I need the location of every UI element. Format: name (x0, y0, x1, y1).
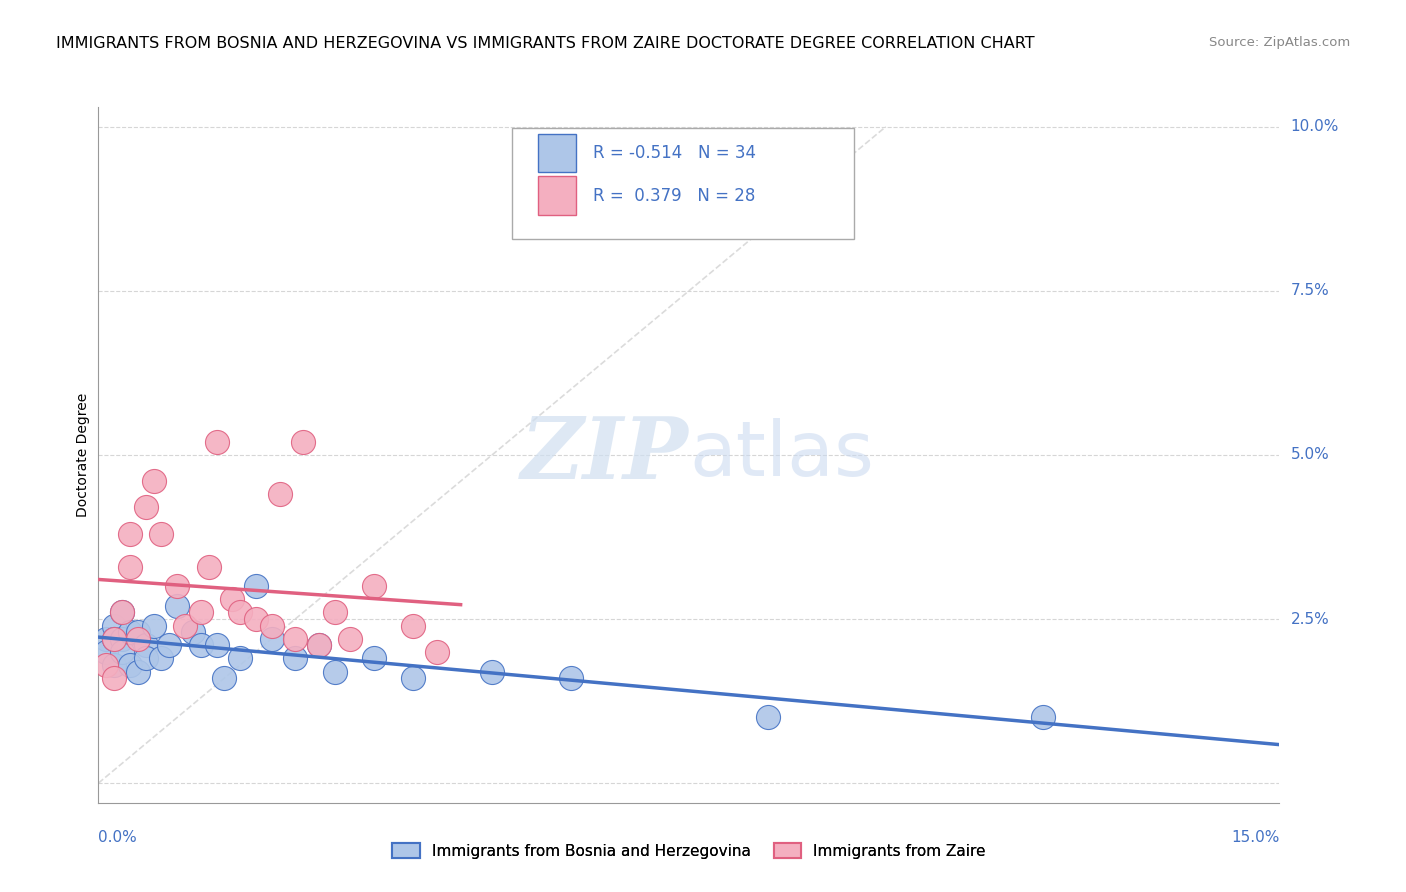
Text: IMMIGRANTS FROM BOSNIA AND HERZEGOVINA VS IMMIGRANTS FROM ZAIRE DOCTORATE DEGREE: IMMIGRANTS FROM BOSNIA AND HERZEGOVINA V… (56, 36, 1035, 51)
Point (111, 606, 134, 620)
Point (96, 645, 118, 659)
Point (1032, 710, 1054, 724)
Point (96, 657, 118, 672)
Text: 7.5%: 7.5% (1291, 284, 1329, 298)
Point (284, 651, 307, 665)
Point (245, 579, 267, 593)
Text: R =  0.379   N = 28: R = 0.379 N = 28 (593, 186, 755, 204)
Point (190, 638, 212, 652)
Legend: Immigrants from Bosnia and Herzegovina, Immigrants from Zaire: Immigrants from Bosnia and Herzegovina, … (387, 837, 991, 864)
Point (245, 612, 267, 626)
Text: 10.0%: 10.0% (1291, 120, 1339, 134)
Text: 0.0%: 0.0% (98, 830, 138, 845)
Point (157, 638, 180, 652)
Point (103, 632, 125, 646)
Point (284, 632, 307, 646)
Point (135, 651, 157, 665)
Point (229, 651, 252, 665)
Point (323, 665, 346, 679)
Point (135, 500, 157, 515)
Point (166, 579, 188, 593)
Point (103, 671, 125, 685)
FancyBboxPatch shape (537, 134, 575, 172)
Point (292, 434, 315, 449)
Point (363, 579, 385, 593)
Point (103, 657, 125, 672)
Text: R = -0.514   N = 34: R = -0.514 N = 34 (593, 144, 756, 161)
Text: atlas: atlas (689, 418, 873, 491)
Point (127, 625, 149, 640)
Text: 15.0%: 15.0% (1232, 830, 1279, 845)
Point (118, 625, 141, 640)
Point (323, 606, 346, 620)
Point (118, 526, 141, 541)
Point (127, 632, 149, 646)
Point (363, 651, 385, 665)
Point (560, 671, 582, 685)
Point (308, 638, 330, 652)
Point (402, 618, 425, 632)
Text: 5.0%: 5.0% (1291, 448, 1329, 462)
Point (229, 606, 252, 620)
Point (308, 638, 330, 652)
Point (260, 632, 283, 646)
Point (426, 645, 449, 659)
Point (103, 632, 125, 646)
Point (197, 559, 219, 574)
Point (269, 487, 291, 501)
Point (127, 665, 149, 679)
Point (214, 671, 236, 685)
Point (190, 606, 212, 620)
Point (142, 618, 165, 632)
Point (118, 657, 141, 672)
Point (481, 665, 503, 679)
Point (221, 592, 243, 607)
Point (111, 606, 134, 620)
Text: 2.5%: 2.5% (1291, 612, 1329, 626)
Point (205, 638, 228, 652)
Point (260, 618, 283, 632)
Point (402, 671, 425, 685)
Point (111, 645, 134, 659)
Point (181, 625, 204, 640)
Point (174, 618, 197, 632)
Point (205, 434, 228, 449)
Point (118, 559, 141, 574)
Point (150, 526, 173, 541)
Point (150, 651, 173, 665)
Point (96, 632, 118, 646)
Point (135, 638, 157, 652)
Point (142, 474, 165, 488)
Point (166, 599, 188, 613)
Point (111, 632, 134, 646)
Text: ZIP: ZIP (522, 413, 689, 497)
Point (339, 632, 361, 646)
Text: Source: ZipAtlas.com: Source: ZipAtlas.com (1209, 36, 1350, 49)
Point (756, 710, 779, 724)
FancyBboxPatch shape (512, 128, 855, 239)
FancyBboxPatch shape (537, 177, 575, 215)
Point (103, 618, 125, 632)
Y-axis label: Doctorate Degree: Doctorate Degree (76, 392, 90, 517)
